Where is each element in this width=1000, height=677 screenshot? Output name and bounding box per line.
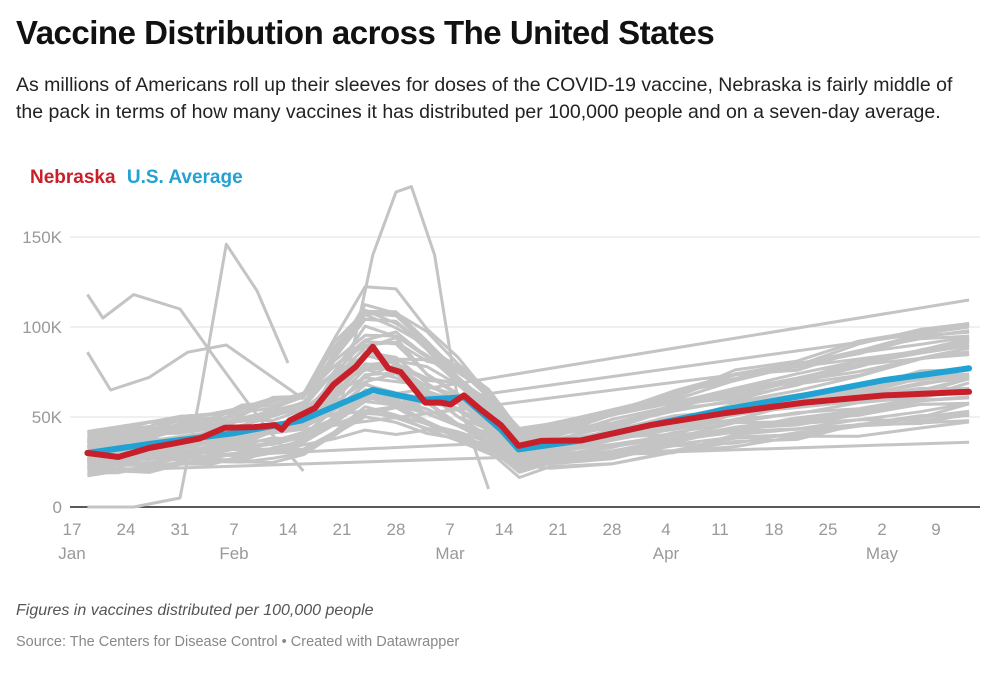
state-line [86,343,305,401]
x-tick-label: 28 [603,520,622,539]
chart-title: Vaccine Distribution across The United S… [16,14,715,51]
x-tick-label: 17 [63,520,82,539]
state-line [87,415,970,479]
nebraska-line [84,343,973,460]
state-line [87,350,970,450]
state-line [87,285,970,434]
chart-subtitle: As millions of Americans roll up their s… [16,74,953,123]
state-line [87,362,970,467]
state-line [87,343,970,459]
legend: Nebraska U.S. Average [30,167,249,189]
x-tick-label: 21 [333,520,352,539]
x-tick-label: 9 [931,520,940,539]
x-tick-label: 14 [279,520,298,539]
state-line [87,322,970,436]
state-lines [86,185,970,509]
y-tick-label: 50K [32,408,63,427]
x-month-label: Apr [653,544,680,563]
legend-nebraska: Nebraska [30,167,116,188]
x-tick-label: 28 [387,520,406,539]
x-tick-label: 18 [765,520,784,539]
x-tick-label: 21 [549,520,568,539]
y-tick-label: 0 [53,498,62,517]
state-line [87,242,290,509]
x-tick-label: 31 [171,520,190,539]
highlight-lines [84,343,973,460]
x-tick-label: 4 [661,520,670,539]
x-tick-label: 24 [117,520,136,539]
gridlines [70,236,980,508]
state-line [86,308,970,450]
x-tick-label: 7 [445,520,454,539]
x-month-label: Feb [219,544,248,563]
x-month-label: May [866,544,899,563]
y-axis-labels: 0 50K 100K 150K [22,228,62,517]
legend-us-average: U.S. Average [126,167,243,188]
x-tick-label: 25 [819,520,838,539]
x-tick-label: 14 [495,520,514,539]
x-month-label: Mar [435,544,465,563]
chart-notes: Figures in vaccines distributed per 100,… [16,602,374,619]
chart-source: Source: The Centers for Disease Control … [16,634,460,650]
state-line [87,440,970,473]
x-tick-label: 2 [877,520,886,539]
y-tick-label: 100K [22,318,62,337]
x-tick-label: 7 [229,520,238,539]
x-tick-label: 11 [711,520,729,539]
y-tick-label: 150K [22,228,62,247]
x-axis-labels: 17 Jan 24 31 7 Feb 14 21 28 7 Mar 14 21 28 4 Apr 11 18 25 2… [58,520,940,563]
x-month-label: Jan [58,544,85,563]
state-line [87,298,970,446]
